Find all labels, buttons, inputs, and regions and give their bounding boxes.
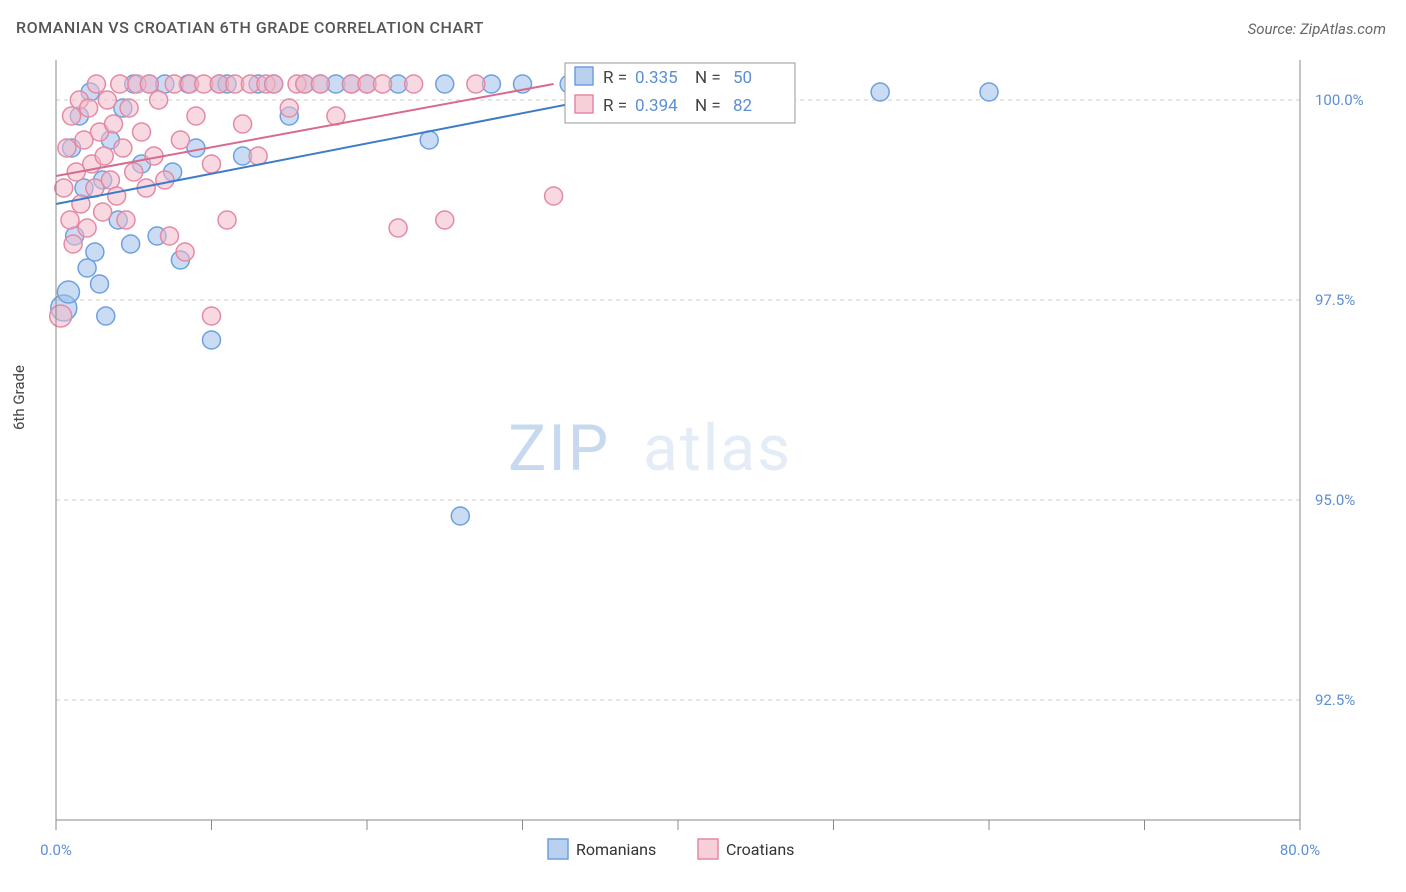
data-point [133, 123, 151, 141]
data-point [451, 507, 469, 525]
legend-r-label: R = [603, 96, 627, 116]
data-point [203, 155, 221, 173]
svg-text:atlas: atlas [643, 411, 792, 486]
data-point [203, 331, 221, 349]
data-point [98, 91, 116, 109]
data-point [436, 75, 454, 93]
data-point [249, 147, 267, 165]
bottom-legend-swatch [698, 839, 718, 859]
correlation-legend [565, 63, 795, 123]
data-point [78, 259, 96, 277]
data-point [95, 147, 113, 165]
data-point [420, 131, 438, 149]
data-point [871, 83, 889, 101]
data-point [91, 275, 109, 293]
data-point [436, 211, 454, 229]
data-point [50, 305, 72, 327]
data-point [58, 139, 76, 157]
data-point [111, 75, 129, 93]
y-tick-label: 97.5% [1315, 291, 1355, 309]
data-point [545, 187, 563, 205]
chart-container: ROMANIAN VS CROATIAN 6TH GRADE CORRELATI… [0, 0, 1406, 892]
data-point [86, 243, 104, 261]
data-point [97, 307, 115, 325]
legend-swatch [575, 67, 593, 85]
data-point [374, 75, 392, 93]
data-point [78, 219, 96, 237]
legend-r-label: R = [603, 68, 627, 88]
data-point [64, 235, 82, 253]
trend-line [56, 92, 631, 204]
y-tick-label: 92.5% [1315, 691, 1355, 709]
legend-swatch [575, 95, 593, 113]
x-tick-label: 80.0% [1280, 841, 1320, 859]
data-point [94, 203, 112, 221]
data-point [234, 115, 252, 133]
data-point [405, 75, 423, 93]
legend-n-value: 82 [733, 96, 752, 116]
data-point [63, 107, 81, 125]
y-tick-label: 100.0% [1315, 91, 1364, 109]
data-point [108, 187, 126, 205]
data-point [156, 171, 174, 189]
legend-r-value: 0.335 [635, 68, 678, 88]
data-point [87, 75, 105, 93]
data-point [61, 211, 79, 229]
watermark: ZIP atlas [508, 411, 792, 486]
trend-line [56, 84, 554, 176]
data-point [187, 107, 205, 125]
data-point [218, 211, 236, 229]
data-point [203, 307, 221, 325]
x-tick-label: 0.0% [40, 841, 72, 859]
data-point [125, 163, 143, 181]
data-point [80, 99, 98, 117]
bottom-legend-label: Croatians [726, 840, 794, 859]
data-point [120, 99, 138, 117]
data-point [176, 243, 194, 261]
data-point [467, 75, 485, 93]
data-point [57, 281, 79, 303]
y-tick-label: 95.0% [1315, 491, 1355, 509]
data-point [140, 75, 158, 93]
data-point [171, 131, 189, 149]
data-point [980, 83, 998, 101]
data-point [105, 115, 123, 133]
data-point [114, 139, 132, 157]
bottom-legend-swatch [548, 839, 568, 859]
bottom-legend-label: Romanians [576, 840, 656, 859]
data-point [150, 91, 168, 109]
legend-r-value: 0.394 [635, 96, 678, 116]
data-point [311, 75, 329, 93]
data-point [280, 99, 298, 117]
legend-n-value: 50 [733, 68, 752, 88]
data-point [55, 179, 73, 197]
data-point [265, 75, 283, 93]
legend-n-label: N = [695, 68, 721, 88]
legend-n-label: N = [695, 96, 721, 116]
data-point [122, 235, 140, 253]
data-point [161, 227, 179, 245]
scatter-chart: 92.5% 95.0% 97.5% 100.0% ZIP atlas 0.0% 80.0% R … [0, 0, 1406, 892]
data-point [117, 211, 135, 229]
data-point [389, 219, 407, 237]
svg-text:ZIP: ZIP [508, 411, 610, 486]
